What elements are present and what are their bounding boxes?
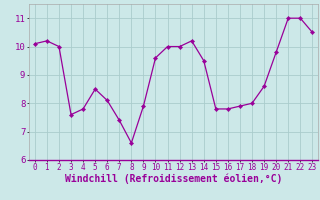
X-axis label: Windchill (Refroidissement éolien,°C): Windchill (Refroidissement éolien,°C) [65, 173, 282, 184]
